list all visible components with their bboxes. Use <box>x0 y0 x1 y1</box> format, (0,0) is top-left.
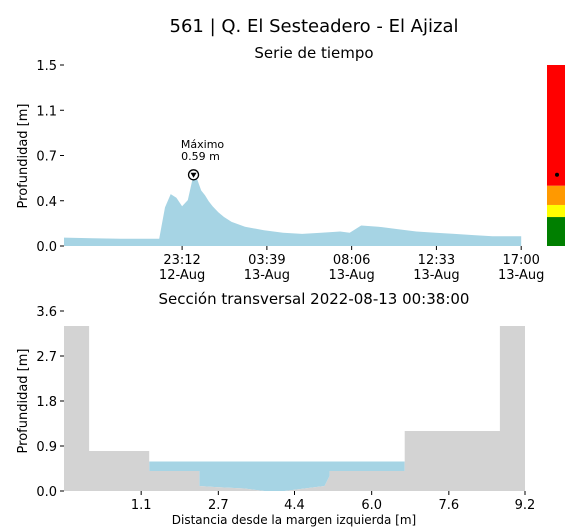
x-tick-label: 2.7 <box>208 498 229 513</box>
water-surface <box>149 461 405 491</box>
y-tick-label: 1.8 <box>36 395 57 410</box>
maximum-annotation: Máximo 0.59 m <box>181 138 225 181</box>
alert-level-marker <box>555 172 559 177</box>
x-tick-time: 23:12 <box>163 253 200 268</box>
x-tick-date: 13-Aug <box>413 268 459 283</box>
cross-section-xlabel: Distancia desde la margen izquierda [m] <box>172 513 416 527</box>
figure-title: 561 | Q. El Sesteadero - El Ajizal <box>170 16 459 37</box>
x-tick-date: 13-Aug <box>498 268 544 283</box>
x-tick-time: 08:06 <box>333 253 370 268</box>
alert-level-segment <box>547 185 565 205</box>
x-tick-label: 1.1 <box>131 498 152 513</box>
maximum-marker-triangle <box>190 172 197 178</box>
y-tick-label: 0.7 <box>36 150 57 165</box>
terrain-profile <box>64 326 525 491</box>
x-tick-time: 03:39 <box>248 253 285 268</box>
cross-section-ylabel: Profundidad [m] <box>16 349 31 454</box>
x-tick-label: 9.2 <box>515 498 536 513</box>
y-tick-label: 0.4 <box>36 195 57 210</box>
x-tick-date: 12-Aug <box>159 268 205 283</box>
alert-level-segment <box>547 65 565 186</box>
y-tick-label: 0.0 <box>36 240 57 255</box>
time-series-x-axis: 23:1212-Aug03:3913-Aug08:0613-Aug12:3313… <box>159 246 544 283</box>
time-series-area <box>64 174 522 246</box>
alert-level-segment <box>547 204 565 218</box>
x-tick-time: 12:33 <box>418 253 455 268</box>
time-series-title: Serie de tiempo <box>254 44 373 62</box>
y-tick-label: 2.7 <box>36 350 57 365</box>
cross-section-chart: Sección transversal 2022-08-13 00:38:00 … <box>16 290 535 527</box>
y-tick-label: 1.5 <box>36 59 57 74</box>
x-tick-date: 13-Aug <box>328 268 374 283</box>
x-tick-label: 4.4 <box>284 498 305 513</box>
cross-section-y-axis: 0.0 0.9 1.8 2.7 3.6 <box>36 305 64 500</box>
y-tick-label: 0.9 <box>36 440 57 455</box>
alert-level-segment <box>547 217 565 246</box>
x-tick-label: 6.0 <box>361 498 382 513</box>
x-tick-time: 17:00 <box>502 253 539 268</box>
cross-section-title: Sección transversal 2022-08-13 00:38:00 <box>159 290 470 308</box>
y-tick-label: 0.0 <box>36 485 57 500</box>
time-series-y-axis: 0.0 0.4 0.7 1.1 1.5 <box>36 59 64 255</box>
alert-level-bar <box>547 65 565 246</box>
y-tick-label: 3.6 <box>36 305 57 320</box>
maximum-label: Máximo <box>181 138 225 151</box>
time-series-ylabel: Profundidad [m] <box>16 104 31 209</box>
y-tick-label: 1.1 <box>36 104 57 119</box>
x-tick-label: 7.6 <box>438 498 459 513</box>
x-tick-date: 13-Aug <box>244 268 290 283</box>
time-series-chart: Serie de tiempo Profundidad [m] 0.00.40.… <box>16 44 565 283</box>
maximum-value: 0.59 m <box>181 150 220 163</box>
cross-section-x-axis: 1.1 2.7 4.4 6.0 7.6 9.2 <box>131 491 536 513</box>
